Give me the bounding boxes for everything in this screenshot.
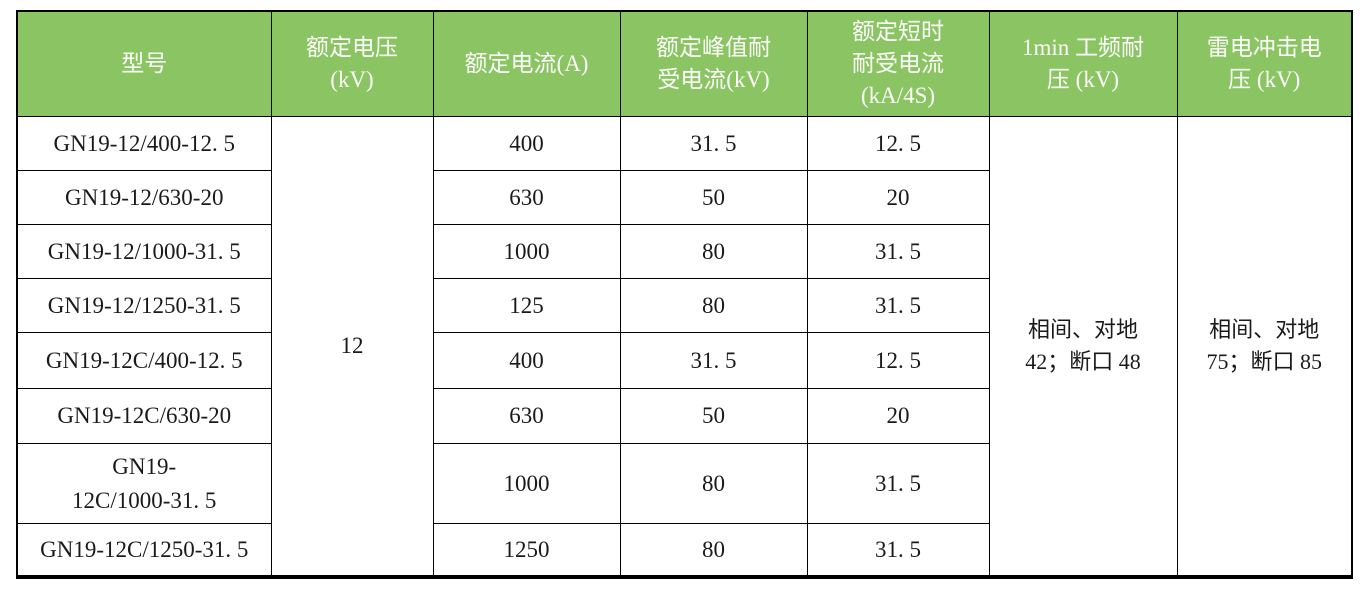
model-cell: GN19-12C/1250-31. 5	[16, 523, 272, 577]
current-cell: 1000	[432, 224, 621, 279]
header-rated-voltage: 额定电压 (kV)	[270, 10, 434, 117]
header-model: 型号	[16, 10, 272, 117]
current-cell: 125	[432, 278, 621, 333]
peak-cell: 50	[619, 170, 808, 225]
peak-cell: 31. 5	[619, 332, 808, 389]
header-row: 型号 额定电压 (kV) 额定电流(A) 额定峰值耐 受电流(kV) 额定短时 …	[16, 10, 1353, 117]
power-freq-merged-cell: 相间、对地 42；断口 48	[988, 116, 1178, 577]
spec-table: 型号 额定电压 (kV) 额定电流(A) 额定峰值耐 受电流(kV) 额定短时 …	[16, 10, 1353, 579]
short-time-cell: 31. 5	[806, 443, 990, 524]
peak-cell: 80	[619, 523, 808, 577]
peak-cell: 31. 5	[619, 116, 808, 171]
table-row: GN19-12/400-12. 5 12 400 31. 5 12. 5 相间、…	[16, 116, 1353, 577]
header-lightning: 雷电冲击电 压 (kV)	[1176, 10, 1353, 117]
current-cell: 400	[432, 332, 621, 389]
peak-cell: 80	[619, 224, 808, 279]
table-row: GN19-12C/1250-31. 5 1250 80 31. 5	[16, 523, 1352, 577]
current-cell: 630	[432, 170, 621, 225]
model-cell: GN19-12C/400-12. 5	[16, 332, 272, 389]
short-time-cell: 12. 5	[806, 116, 990, 171]
header-power-freq: 1min 工频耐 压 (kV)	[988, 10, 1178, 117]
short-time-cell: 12. 5	[806, 332, 990, 389]
peak-cell: 80	[619, 443, 808, 524]
peak-cell: 80	[619, 278, 808, 333]
table-row: GN19-12/1250-31. 5 125 80 31. 5	[16, 278, 1352, 333]
table-row: GN19-12/1000-31. 5 1000 80 31. 5	[16, 224, 1352, 279]
peak-cell: 50	[619, 388, 808, 444]
current-cell: 400	[432, 116, 621, 171]
model-cell: GN19-12C/630-20	[16, 388, 272, 444]
current-cell: 630	[432, 388, 621, 444]
short-time-cell: 31. 5	[806, 523, 990, 577]
header-short-time: 额定短时 耐受电流 (kA/4S)	[806, 10, 990, 117]
short-time-cell: 31. 5	[806, 224, 990, 279]
header-rated-current: 额定电流(A)	[432, 10, 621, 117]
table-row: GN19-12/630-20 630 50 20	[16, 170, 1352, 225]
current-cell: 1250	[432, 523, 621, 577]
short-time-cell: 20	[806, 170, 990, 225]
short-time-cell: 20	[806, 388, 990, 444]
header-peak-withstand: 额定峰值耐 受电流(kV)	[619, 10, 808, 117]
model-cell: GN19- 12C/1000-31. 5	[16, 443, 272, 524]
rated-voltage-merged-cell: 12	[270, 116, 434, 577]
current-cell: 1000	[432, 443, 621, 524]
table-row: GN19-12C/630-20 630 50 20	[16, 388, 1352, 444]
table-row: GN19- 12C/1000-31. 5 1000 80 31. 5	[16, 443, 1352, 524]
table-row: GN19-12C/400-12. 5 400 31. 5 12. 5	[16, 332, 1352, 389]
short-time-cell: 31. 5	[806, 278, 990, 333]
model-cell: GN19-12/400-12. 5	[16, 116, 272, 171]
model-cell: GN19-12/1250-31. 5	[16, 278, 272, 333]
lightning-merged-cell: 相间、对地 75；断口 85	[1176, 116, 1353, 577]
model-cell: GN19-12/630-20	[16, 170, 272, 225]
model-cell: GN19-12/1000-31. 5	[16, 224, 272, 279]
